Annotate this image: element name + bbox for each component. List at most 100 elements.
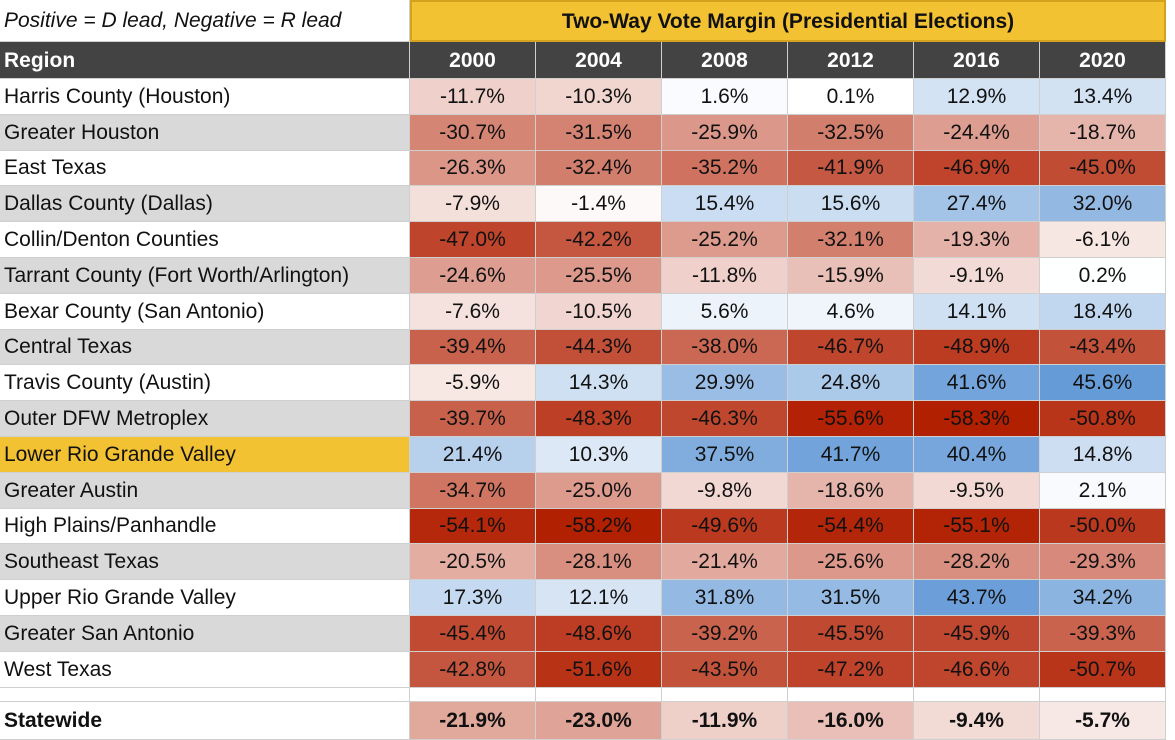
margin-cell: 1.6% [662,79,788,115]
margin-cell: -47.0% [410,222,536,258]
margin-cell: 15.6% [788,186,914,223]
margin-cell: -55.1% [914,508,1040,545]
spacer-cell [1040,687,1166,702]
year-header: 2000 [410,42,536,79]
region-name: Greater San Antonio [0,616,410,652]
margin-cell: 2.1% [1040,472,1166,509]
total-cell: -9.4% [914,701,1040,740]
margin-cell: 14.1% [914,293,1040,330]
region-name: Collin/Denton Counties [0,222,410,258]
margin-cell: -50.7% [1040,651,1166,688]
margin-cell: -38.0% [662,329,788,366]
margin-cell: 27.4% [914,186,1040,223]
margin-cell: -25.6% [788,544,914,581]
margin-cell: -49.6% [662,508,788,545]
margin-cell: -24.4% [914,114,1040,151]
margin-cell: -44.3% [536,329,662,366]
spacer-cell [410,687,536,702]
region-name: Greater Houston [0,114,410,151]
total-cell: -23.0% [536,701,662,740]
region-name: Outer DFW Metroplex [0,401,410,437]
margin-cell: -46.6% [914,651,1040,688]
margin-cell: 14.8% [1040,437,1166,473]
margin-cell: 40.4% [914,437,1040,473]
region-name: West Texas [0,651,410,688]
margin-cell: 31.8% [662,580,788,616]
margin-cell: -39.7% [410,401,536,437]
table-title: Two-Way Vote Margin (Presidential Electi… [410,0,1166,42]
year-header: 2004 [536,42,662,79]
year-header: 2008 [662,42,788,79]
region-name: Greater Austin [0,472,410,509]
margin-cell: -51.6% [536,651,662,688]
margin-cell: 0.1% [788,79,914,115]
margin-cell: -30.7% [410,114,536,151]
margin-cell: 15.4% [662,186,788,223]
total-cell: -5.7% [1040,701,1166,740]
margin-cell: -48.9% [914,329,1040,366]
year-header: 2020 [1040,42,1166,79]
margin-cell: -50.8% [1040,401,1166,437]
margin-cell: 17.3% [410,580,536,616]
margin-cell: 37.5% [662,437,788,473]
margin-cell: -45.9% [914,616,1040,652]
margin-cell: -48.6% [536,616,662,652]
margin-cell: -25.9% [662,114,788,151]
region-name: High Plains/Panhandle [0,508,410,545]
margin-cell: -54.1% [410,508,536,545]
region-name: East Texas [0,150,410,187]
margin-cell: -46.9% [914,150,1040,187]
margin-cell: 34.2% [1040,580,1166,616]
spacer-cell [536,687,662,702]
margin-cell: 0.2% [1040,258,1166,294]
total-cell: -16.0% [788,701,914,740]
margin-cell: 10.3% [536,437,662,473]
margin-cell: -43.5% [662,651,788,688]
margin-cell: -10.5% [536,293,662,330]
margin-cell: -45.5% [788,616,914,652]
margin-cell: -25.2% [662,222,788,258]
margin-cell: -58.2% [536,508,662,545]
margin-cell: -55.6% [788,401,914,437]
margin-cell: 32.0% [1040,186,1166,223]
year-header: 2012 [788,42,914,79]
margin-cell: -46.7% [788,329,914,366]
margin-cell: -11.8% [662,258,788,294]
margin-cell: -54.4% [788,508,914,545]
margin-cell: -39.3% [1040,616,1166,652]
margin-cell: -42.8% [410,651,536,688]
margin-cell: -18.6% [788,472,914,509]
year-header: 2016 [914,42,1040,79]
margin-cell: -46.3% [662,401,788,437]
margin-cell: -15.9% [788,258,914,294]
region-name: Southeast Texas [0,544,410,581]
margin-cell: 14.3% [536,365,662,402]
margin-cell: -5.9% [410,365,536,402]
margin-cell: -28.2% [914,544,1040,581]
margin-cell: 41.7% [788,437,914,473]
region-name: Travis County (Austin) [0,365,410,402]
margin-cell: -45.4% [410,616,536,652]
margin-cell: -6.1% [1040,222,1166,258]
region-name: Central Texas [0,329,410,366]
total-cell: -21.9% [410,701,536,740]
margin-cell: 13.4% [1040,79,1166,115]
total-cell: -11.9% [662,701,788,740]
margin-cell: -32.1% [788,222,914,258]
spacer-cell [788,687,914,702]
margin-cell: 31.5% [788,580,914,616]
spacer-cell [662,687,788,702]
margin-cell: -9.1% [914,258,1040,294]
region-name: Bexar County (San Antonio) [0,293,410,330]
margin-cell: -25.0% [536,472,662,509]
margin-cell: -24.6% [410,258,536,294]
margin-cell: -39.4% [410,329,536,366]
margin-cell: -48.3% [536,401,662,437]
margin-cell: 5.6% [662,293,788,330]
margin-cell: -20.5% [410,544,536,581]
margin-cell: 4.6% [788,293,914,330]
margin-cell: 12.9% [914,79,1040,115]
margin-cell: -7.6% [410,293,536,330]
margin-cell: -11.7% [410,79,536,115]
